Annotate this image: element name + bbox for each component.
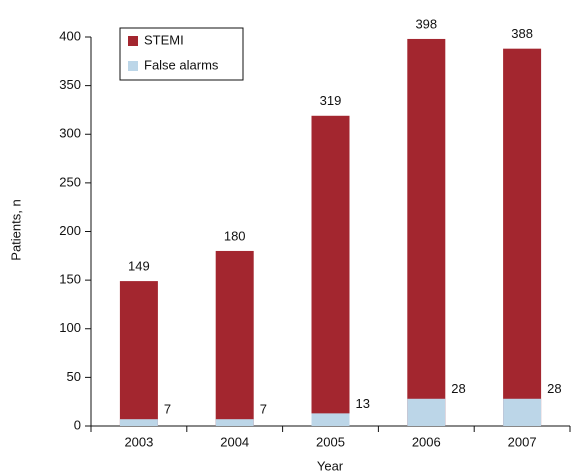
value-label: 28 xyxy=(451,381,465,396)
value-label: 388 xyxy=(511,26,533,41)
legend-swatch xyxy=(128,61,138,71)
bar xyxy=(407,398,446,426)
bar xyxy=(503,48,542,427)
value-label: 398 xyxy=(415,16,437,31)
value-label: 149 xyxy=(128,259,150,274)
value-label: 28 xyxy=(547,381,561,396)
bar xyxy=(311,115,350,427)
x-tick-label: 2005 xyxy=(316,434,345,449)
y-tick-label: 0 xyxy=(74,417,81,432)
legend-label: False alarms xyxy=(144,57,219,72)
legend-box xyxy=(119,27,244,81)
value-label: 7 xyxy=(164,402,171,417)
y-tick-label: 300 xyxy=(59,126,81,141)
x-tick-label: 2007 xyxy=(508,434,537,449)
bar xyxy=(119,281,158,426)
value-label: 7 xyxy=(260,402,267,417)
y-tick-label: 400 xyxy=(59,28,81,43)
x-tick-label: 2004 xyxy=(220,434,249,449)
y-tick-label: 350 xyxy=(59,77,81,92)
x-tick-label: 2003 xyxy=(124,434,153,449)
bar xyxy=(503,398,542,426)
y-tick-label: 150 xyxy=(59,272,81,287)
bar xyxy=(407,38,446,426)
y-tick-label: 200 xyxy=(59,223,81,238)
value-label: 319 xyxy=(320,93,342,108)
x-axis-label: Year xyxy=(317,458,344,473)
value-label: 13 xyxy=(356,396,370,411)
bar xyxy=(215,419,254,426)
y-tick-label: 50 xyxy=(67,369,81,384)
y-axis-label: Patients, n xyxy=(8,199,23,260)
y-tick-label: 250 xyxy=(59,174,81,189)
y-tick-label: 100 xyxy=(59,320,81,335)
bar xyxy=(215,250,254,426)
value-label: 180 xyxy=(224,228,246,243)
bar xyxy=(311,413,350,426)
legend-label: STEMI xyxy=(144,32,184,47)
x-tick-label: 2006 xyxy=(412,434,441,449)
legend-swatch xyxy=(128,36,138,46)
bar xyxy=(119,419,158,426)
